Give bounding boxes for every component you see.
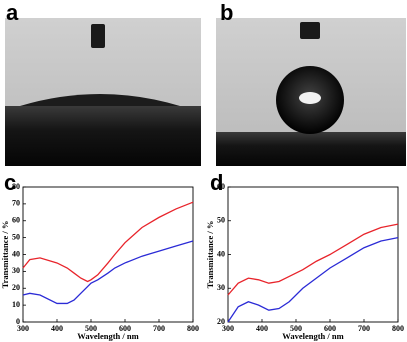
x-tick-label: 800 xyxy=(392,324,404,333)
y-tick-label: 30 xyxy=(12,266,20,275)
x-tick-label: 300 xyxy=(222,324,234,333)
photo-a xyxy=(5,18,201,166)
y-tick-label: 70 xyxy=(12,199,20,208)
y-tick-label: 20 xyxy=(12,283,20,292)
y-tick-label: 80 xyxy=(12,182,20,191)
panel-label: d xyxy=(210,170,223,195)
data-line xyxy=(227,236,399,323)
x-tick-label: 600 xyxy=(324,324,336,333)
x-axis-label: Wavelength / nm xyxy=(282,331,343,341)
panel-label: a xyxy=(6,0,19,25)
x-tick-label: 400 xyxy=(51,324,63,333)
y-tick-label: 0 xyxy=(16,317,20,326)
y-tick-label: 60 xyxy=(217,182,225,191)
data-line xyxy=(22,201,194,283)
x-tick-label: 400 xyxy=(256,324,268,333)
y-tick-label: 10 xyxy=(12,300,20,309)
y-tick-label: 30 xyxy=(217,283,225,292)
panel-label: b xyxy=(220,0,233,25)
y-tick-label: 60 xyxy=(12,216,20,225)
x-tick-label: 600 xyxy=(119,324,131,333)
data-line xyxy=(227,223,399,296)
x-axis-label: Wavelength / nm xyxy=(77,331,138,341)
photo-b xyxy=(216,18,406,166)
data-line xyxy=(22,240,194,305)
y-axis-label: Transmittance / % xyxy=(0,221,10,289)
x-tick-label: 700 xyxy=(153,324,165,333)
x-tick-label: 500 xyxy=(85,324,97,333)
panel-label: c xyxy=(4,170,16,195)
y-tick-label: 50 xyxy=(217,216,225,225)
y-tick-label: 40 xyxy=(217,249,225,258)
y-tick-label: 20 xyxy=(217,317,225,326)
y-tick-label: 50 xyxy=(12,232,20,241)
x-tick-label: 300 xyxy=(17,324,29,333)
y-axis-label: Transmittance / % xyxy=(205,221,215,289)
x-tick-label: 500 xyxy=(290,324,302,333)
plot-frame xyxy=(22,186,194,323)
x-tick-label: 800 xyxy=(187,324,199,333)
plot-frame xyxy=(227,186,399,323)
y-tick-label: 40 xyxy=(12,249,20,258)
x-tick-label: 700 xyxy=(358,324,370,333)
